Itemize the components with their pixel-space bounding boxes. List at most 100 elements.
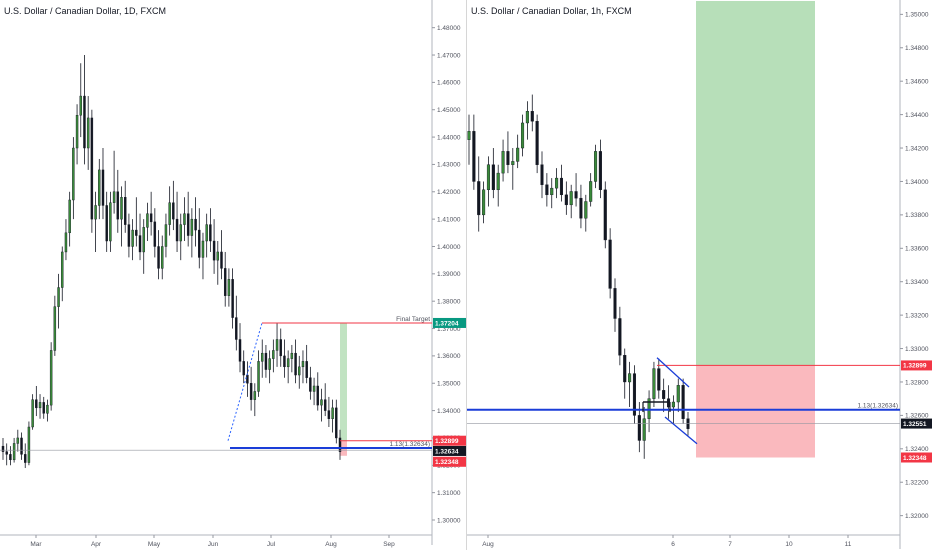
y-tick-label: 1.32000 [905,513,929,520]
y-tick-label: 1.47000 [437,52,461,59]
candle-body [146,213,149,228]
price-tag-label: 1.37204 [435,320,459,327]
candle-body [198,229,201,258]
y-tick-label: 1.41000 [437,216,461,223]
candle-body [31,399,34,428]
candle-body [249,383,253,400]
candle-body [618,318,622,356]
candle-body [131,229,134,247]
candle-body [327,410,331,420]
daily-chart-title: U.S. Dollar / Canadian Dollar, 1D, FXCM [4,6,167,16]
y-tick-label: 1.33600 [905,246,929,253]
candle-body [35,399,38,409]
candle-body [98,169,101,206]
candle-body [647,398,651,419]
candle-body [608,239,612,289]
y-tick-label: 1.32600 [905,413,929,420]
x-tick-label: 7 [728,541,732,548]
candle-body [246,374,249,384]
candle-body [101,169,105,206]
candle-body [652,368,656,399]
candle-body [86,117,90,149]
candle-body [168,202,171,225]
candle-body [283,355,286,368]
candle-body [279,339,282,357]
candle-body [5,451,8,455]
candle-body [545,184,549,196]
candle-body [323,399,327,411]
y-tick-label: 1.34400 [905,112,929,119]
candle-body [559,177,564,196]
candle-body [632,373,637,416]
candle-body [623,355,627,383]
y-tick-label: 1.33800 [905,212,929,219]
candle-body [525,111,529,124]
candle-body [335,407,338,439]
y-tick-label: 1.36000 [437,353,461,360]
x-tick-label: 6 [671,541,675,548]
price-tag-label: 1.32899 [903,363,927,370]
candle-body [272,350,275,359]
candle-body [116,191,120,220]
y-tick-label: 1.34000 [905,179,929,186]
candle-body [135,229,138,236]
y-tick-label: 1.35000 [437,381,461,388]
candle-body [61,251,64,288]
candle-body [190,218,194,236]
candle-body [482,189,486,216]
candle-body [501,151,505,174]
y-tick-label: 1.35000 [905,12,929,19]
target-profit-zone [340,322,347,441]
candle-body [540,164,544,185]
candle-body [320,399,323,406]
price-tag-label: 1.32348 [903,455,927,462]
y-tick-label: 1.32800 [905,379,929,386]
candle-body [179,224,182,242]
candle-body [305,361,308,378]
candle-body [164,224,168,247]
candle-body [294,352,297,376]
candle-body [584,201,588,219]
panel-divider [466,0,467,550]
candle-body [506,151,510,165]
candle-body [142,227,145,253]
y-tick-label: 1.31000 [437,490,461,497]
y-tick-label: 1.34000 [437,408,461,415]
candle-body [530,111,534,122]
candle-body [12,443,16,461]
candle-body [209,224,212,242]
candle-body [79,95,82,116]
stop-loss-zone [696,365,815,458]
x-tick-label: Sep [383,541,395,548]
abcd-leg-line [227,322,263,441]
candle-body [676,385,680,403]
candle-body [275,339,279,351]
price-tag [433,445,466,456]
candle-body [223,268,227,296]
daily-chart-svg: 1.48000 1.47000 1.46000 1.45000 1.44000 1.430… [0,0,466,548]
candle-body [516,147,520,162]
candle-body [1,445,5,452]
candle-body [628,373,632,383]
target-profit-zone [696,0,815,366]
candle-body [564,194,568,206]
candle-body [227,279,231,296]
candle-body [253,391,257,400]
candle-body [316,385,319,406]
candle-body [68,199,71,234]
candle-body [72,147,75,201]
candle-body [496,172,500,191]
candle-body [264,352,268,370]
candle-body [90,117,94,220]
price-tag [901,452,932,463]
candle-body [662,390,666,399]
candle-body [127,224,131,247]
candle-body [613,288,617,319]
wedge-lower-line [664,416,698,445]
hourly-chart-svg: 1.35000 1.34800 1.34600 1.34400 1.34200 1.340… [467,0,932,549]
y-tick-label: 1.42000 [437,189,461,196]
candle-body [550,187,554,196]
candle-body [175,218,179,242]
y-tick-label: 1.34200 [905,145,929,152]
candle-body [216,251,220,261]
